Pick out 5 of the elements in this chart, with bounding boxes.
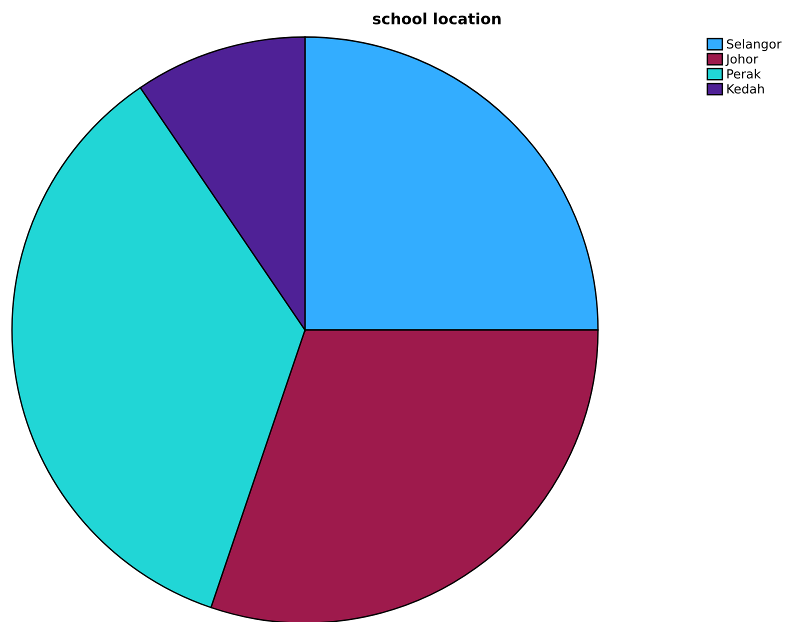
legend-label: Kedah (727, 84, 764, 94)
legend-label: Perak (727, 68, 761, 79)
legend-label: Johor (725, 54, 758, 66)
chart-title: school location (372, 12, 501, 24)
legend-label: Selangor (726, 38, 782, 52)
